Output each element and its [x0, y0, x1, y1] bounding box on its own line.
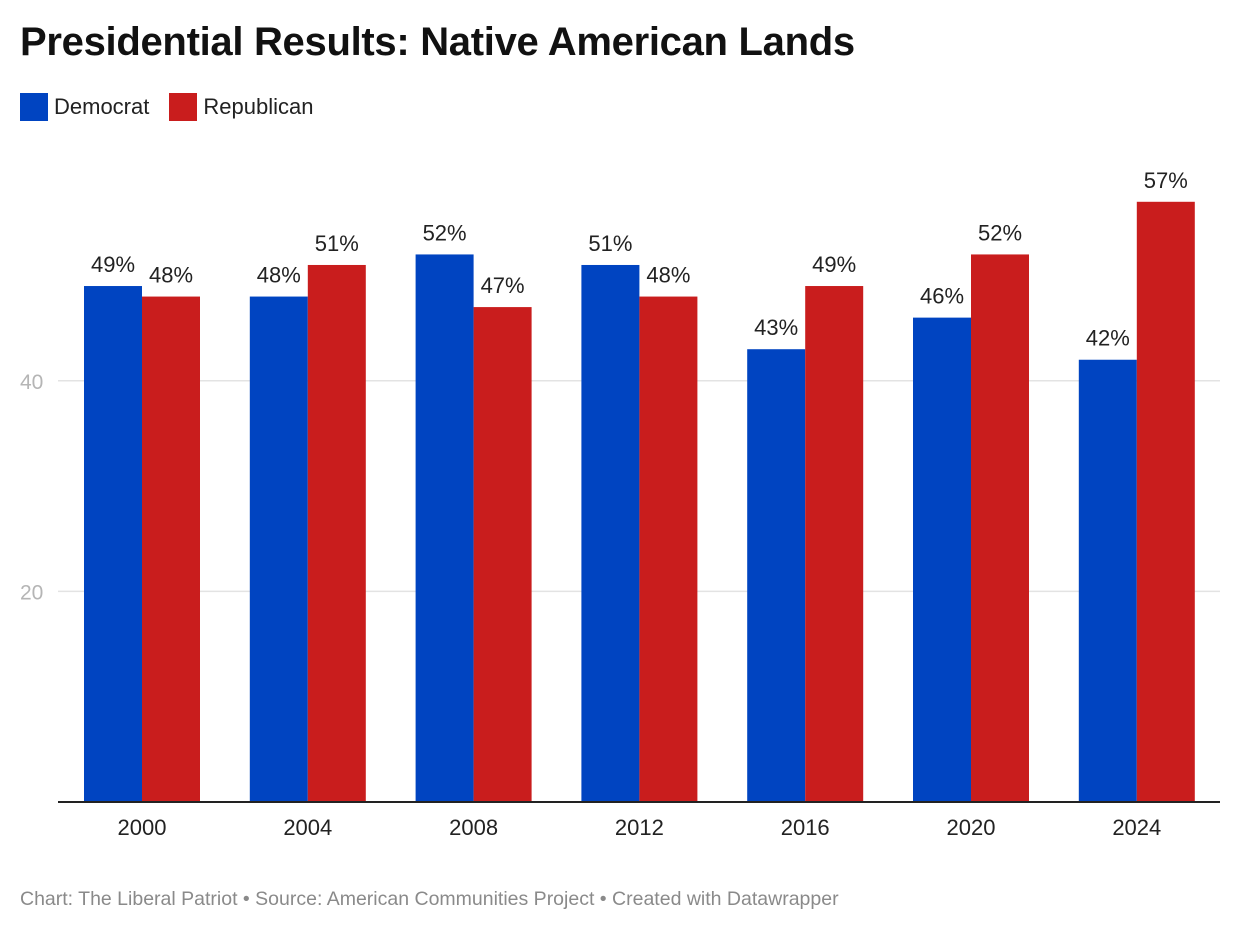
x-tick-label-2000: 2000	[118, 815, 167, 840]
bar-republican-2012	[639, 296, 698, 802]
bar-republican-2000	[142, 296, 200, 802]
y-tick-label-20: 20	[20, 581, 43, 604]
bar-democrat-2004	[249, 296, 308, 802]
data-label-democrat-2016: 43%	[754, 315, 798, 340]
bar-republican-2004	[307, 264, 366, 803]
data-label-republican-2000: 48%	[149, 263, 193, 288]
x-tick-label-2012: 2012	[615, 815, 664, 840]
x-tick-label-2024: 2024	[1112, 815, 1161, 840]
data-label-republican-2004: 51%	[315, 231, 359, 256]
chart-title: Presidential Results: Native American La…	[20, 20, 855, 64]
data-label-democrat-2020: 46%	[920, 284, 964, 309]
bar-republican-2008	[473, 307, 532, 802]
data-label-democrat-2024: 42%	[1086, 326, 1130, 351]
legend-label-democrat: Democrat	[54, 94, 150, 119]
data-label-democrat-2000: 49%	[91, 252, 135, 277]
legend-label-republican: Republican	[203, 94, 314, 119]
bar-republican-2020	[971, 254, 1029, 802]
bar-republican-2024	[1136, 201, 1195, 803]
data-label-democrat-2004: 48%	[257, 263, 301, 288]
legend-swatch-republican	[169, 93, 198, 121]
bar-democrat-2016	[747, 349, 806, 802]
legend-swatch-democrat	[20, 93, 48, 121]
bar-democrat-2012	[581, 264, 640, 803]
x-tick-label-2020: 2020	[947, 815, 996, 840]
data-label-democrat-2008: 52%	[423, 220, 467, 245]
data-label-republican-2016: 49%	[812, 252, 856, 277]
bar-democrat-2000	[84, 286, 142, 802]
x-tick-label-2004: 2004	[283, 815, 332, 840]
legend-item-republican: Republican	[169, 93, 313, 121]
legend: Democrat Republican	[20, 93, 333, 121]
data-label-republican-2020: 52%	[978, 220, 1022, 245]
data-label-republican-2024: 57%	[1144, 168, 1188, 193]
y-tick-label-40: 40	[20, 371, 43, 394]
bar-republican-2016	[805, 286, 864, 802]
x-tick-label-2008: 2008	[449, 815, 498, 840]
bar-democrat-2008	[415, 254, 474, 802]
x-tick-label-2016: 2016	[781, 815, 830, 840]
bar-democrat-2024	[1078, 359, 1137, 802]
data-label-republican-2008: 47%	[481, 273, 525, 298]
legend-item-democrat: Democrat	[20, 93, 149, 121]
bar-democrat-2020	[913, 317, 971, 802]
chart-footer: Chart: The Liberal Patriot • Source: Ame…	[20, 888, 839, 910]
data-label-democrat-2012: 51%	[588, 231, 632, 256]
data-label-republican-2012: 48%	[646, 263, 690, 288]
